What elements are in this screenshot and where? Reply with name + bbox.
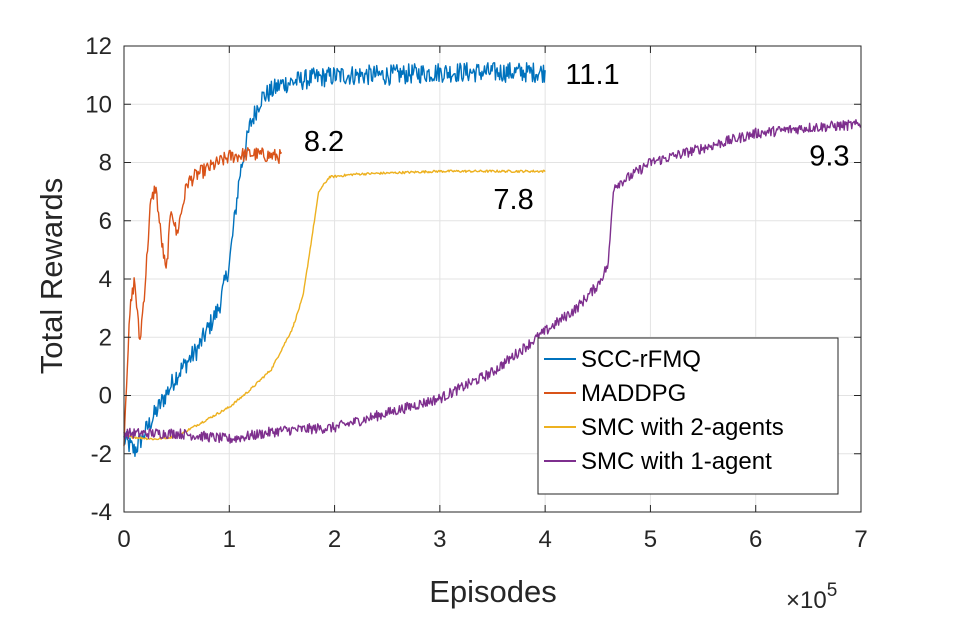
legend: SCC-rFMQ MADDPG SMC with 2-agents SMC with … xyxy=(537,337,839,495)
y-tick-label: -4 xyxy=(91,499,112,526)
x-tick-label: 5 xyxy=(644,526,657,553)
value-annotation: 11.1 xyxy=(565,59,619,91)
series-line-1 xyxy=(123,62,546,458)
value-annotation: 9.3 xyxy=(809,140,849,172)
x-axis-multiplier: ×105 xyxy=(786,580,837,614)
legend-label-2: MADDPG xyxy=(581,380,686,407)
y-tick-label: 12 xyxy=(85,33,112,60)
value-annotation: 7.8 xyxy=(493,184,533,216)
x-tick-label: 4 xyxy=(538,526,551,553)
y-tick-label: 6 xyxy=(99,208,112,235)
series-line-2 xyxy=(123,147,283,447)
legend-label-3: SMC with 2-agents xyxy=(581,414,784,441)
x-axis-title: Episodes xyxy=(429,574,557,609)
x-tick-label: 6 xyxy=(749,526,762,553)
value-annotation: 8.2 xyxy=(304,126,344,158)
series-line-4 xyxy=(123,119,862,444)
legend-box xyxy=(537,337,839,495)
x-axis-multiplier-base: ×10 xyxy=(786,587,827,614)
x-tick-label: 0 xyxy=(117,526,130,553)
y-tick-label: 2 xyxy=(99,324,112,351)
legend-label-4: SMC with 1-agent xyxy=(581,448,772,475)
series-line-3 xyxy=(123,169,546,441)
annotations: 11.1 8.2 7.8 9.3 xyxy=(304,59,850,216)
y-tick-label: 10 xyxy=(85,91,112,118)
legend-label-1: SCC-rFMQ xyxy=(581,346,701,373)
y-tick-label: 8 xyxy=(99,150,112,177)
x-axis-multiplier-exponent: 5 xyxy=(827,580,838,601)
y-axis-title: Total Rewards xyxy=(34,178,69,374)
axes xyxy=(123,45,862,513)
x-tick-label: 3 xyxy=(433,526,446,553)
y-tick-label: 0 xyxy=(99,383,112,410)
x-tick-label: 7 xyxy=(854,526,867,553)
y-tick-label: -2 xyxy=(91,441,112,468)
x-tick-label: 1 xyxy=(223,526,236,553)
y-tick-label: 4 xyxy=(99,266,112,293)
x-tick-label: 2 xyxy=(328,526,341,553)
series-lines xyxy=(123,62,862,458)
